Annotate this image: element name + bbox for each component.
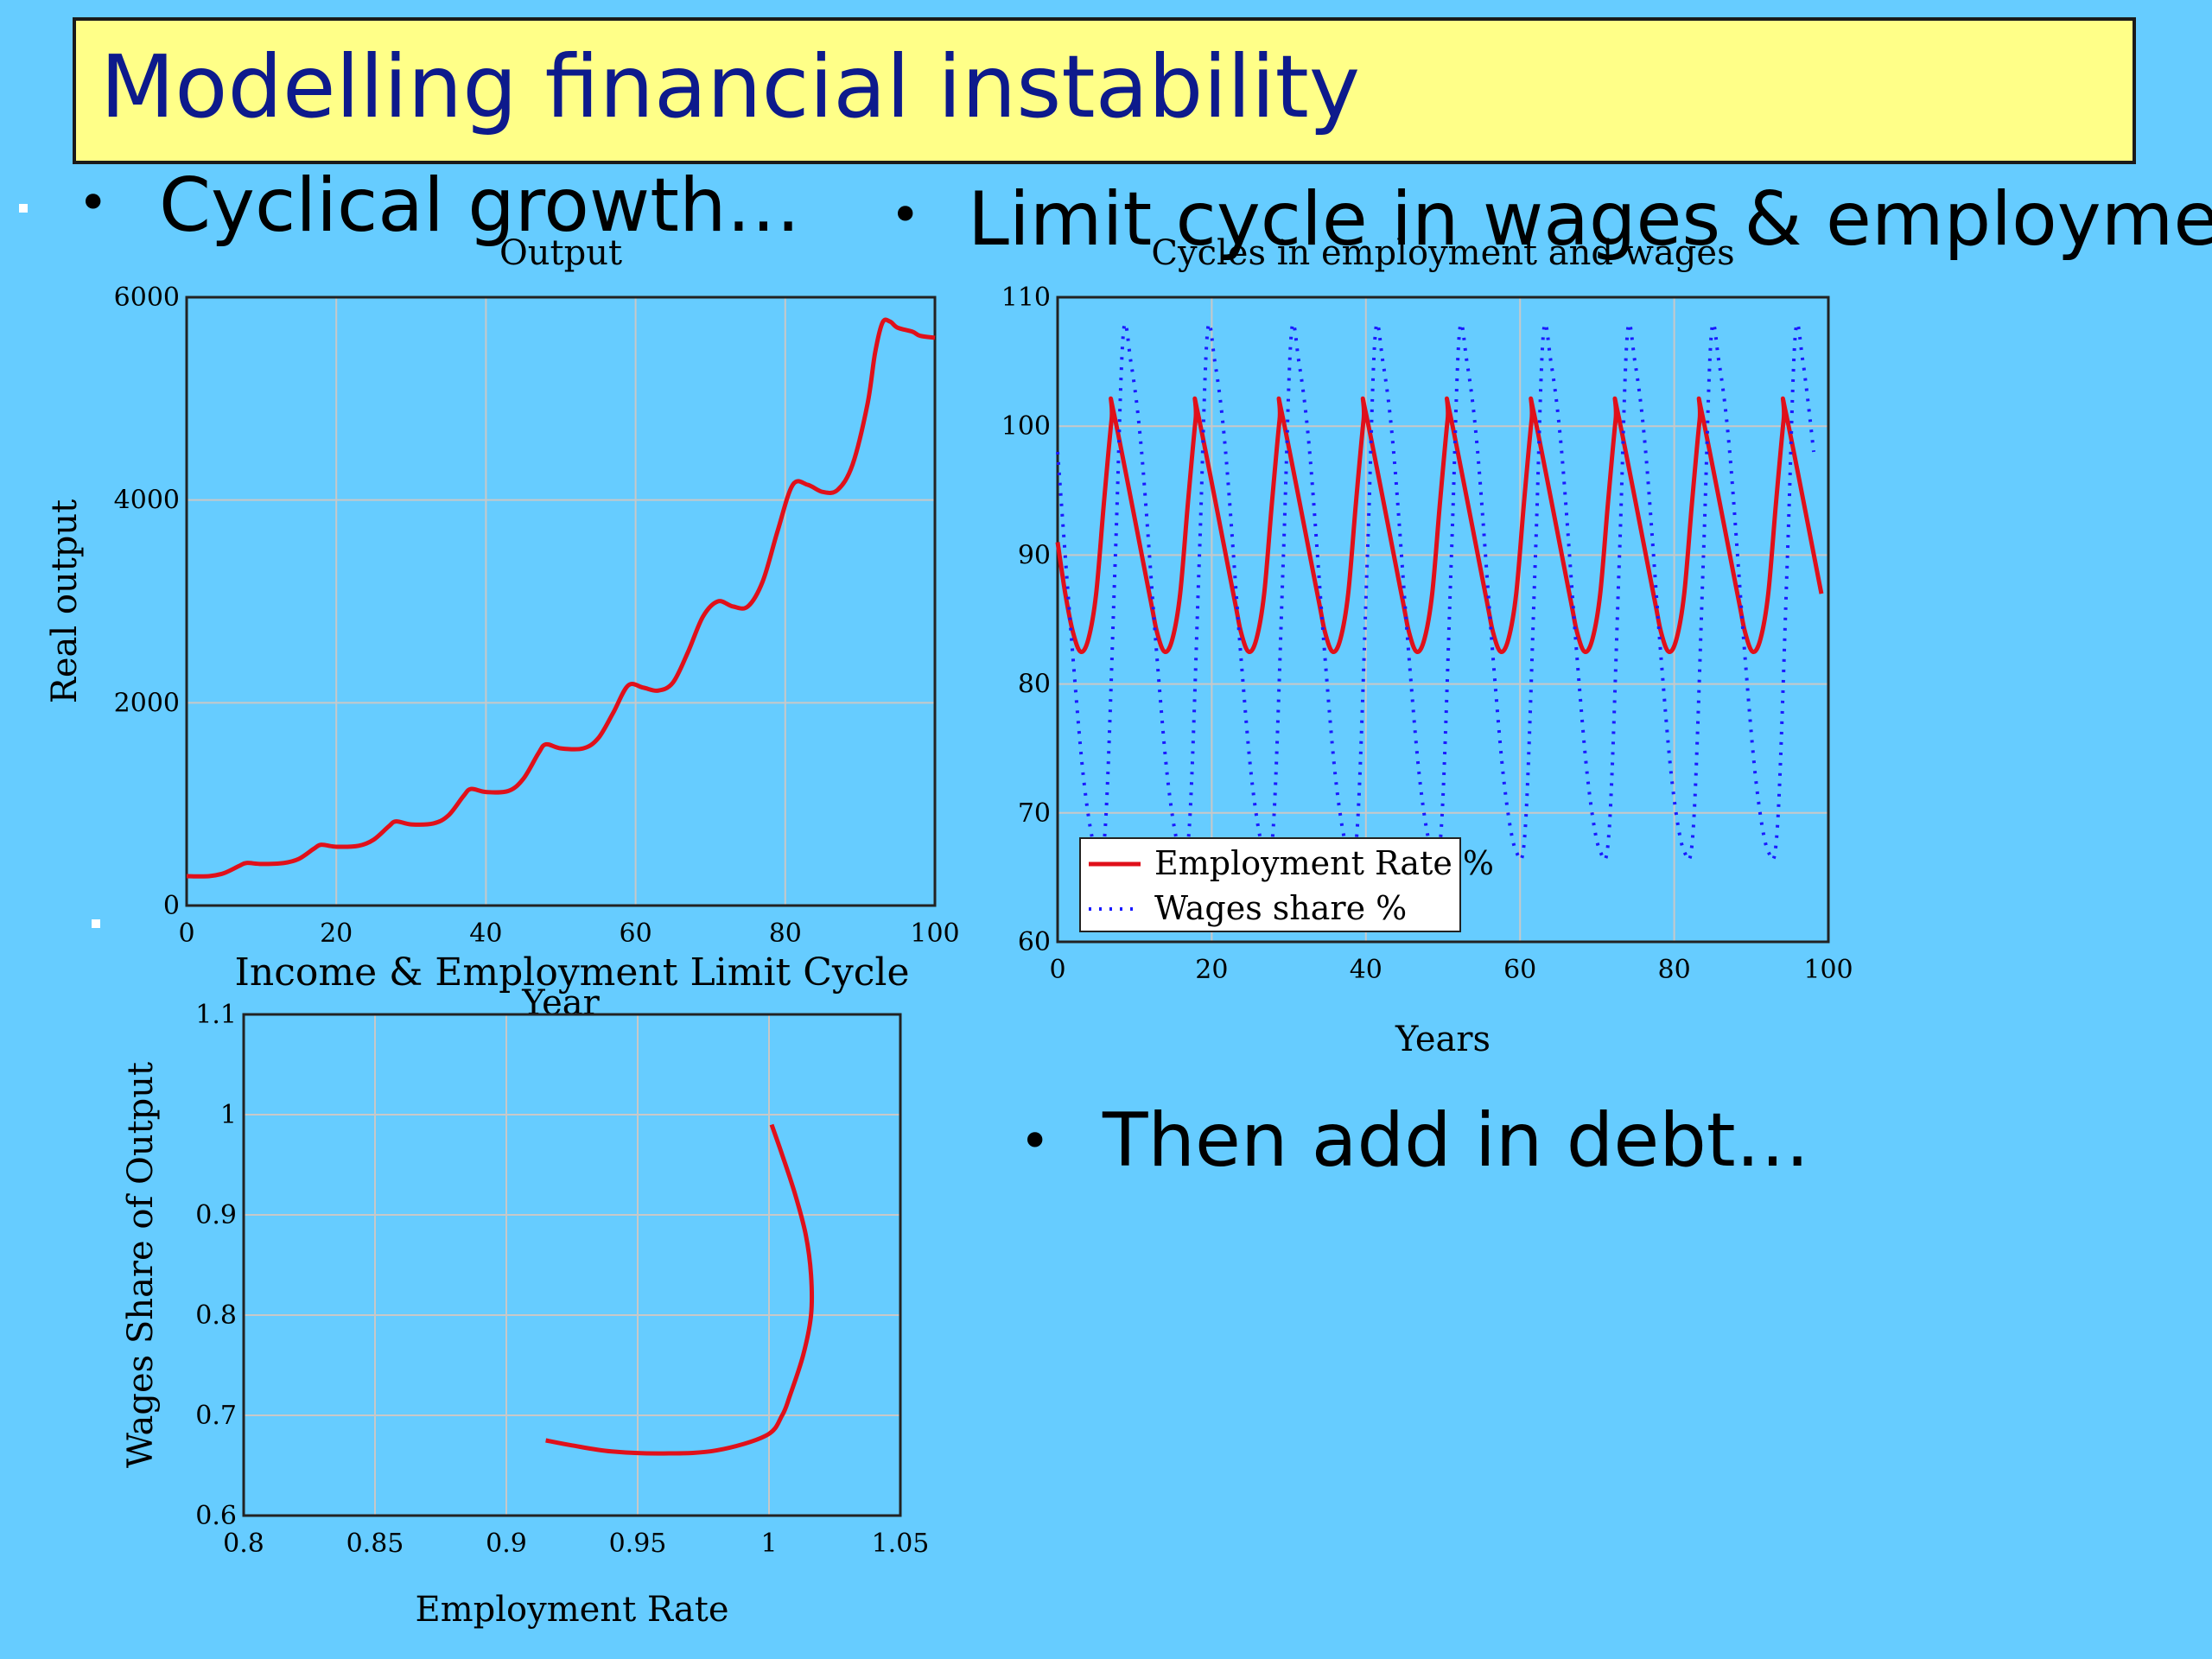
x-tick-label: 0 <box>1049 955 1065 985</box>
plot-frame <box>1056 296 1830 944</box>
y-axis-label: Wages Share of Output <box>121 1062 161 1468</box>
x-tick-label: 80 <box>1658 955 1691 985</box>
y-tick-label: 4000 <box>114 486 180 516</box>
bullet-dot: • <box>78 173 109 233</box>
y-tick-label: 1.1 <box>195 1000 237 1030</box>
series-line <box>545 1123 815 1456</box>
chart-title: Cycles in employment and wages <box>1151 233 1734 273</box>
x-tick-label: 0.8 <box>223 1529 264 1559</box>
bullet-cyclical-growth: Cyclical growth… <box>159 162 801 249</box>
y-tick-label: 70 <box>1018 798 1051 829</box>
x-tick-label: 1.05 <box>872 1529 930 1559</box>
legend-box <box>1079 837 1461 932</box>
x-axis-label: Years <box>1395 1020 1491 1059</box>
y-tick-label: 6000 <box>114 283 180 313</box>
x-tick-label: 60 <box>1503 955 1536 985</box>
series-line-employment-rate- <box>1055 396 1824 654</box>
x-tick-label: 40 <box>469 918 502 949</box>
chart-title: Output <box>499 233 622 273</box>
x-tick-label: 0.85 <box>346 1529 404 1559</box>
x-tick-label: 0 <box>178 918 194 949</box>
plot-area <box>187 297 935 906</box>
x-tick-label: 60 <box>620 918 652 949</box>
legend-label: Employment Rate % <box>1154 844 1494 882</box>
x-tick-label: 40 <box>1350 955 1382 985</box>
x-tick-label: 20 <box>1195 955 1228 985</box>
x-tick-label: 0.9 <box>486 1529 527 1559</box>
plot-frame <box>242 1013 902 1517</box>
x-tick-label: 100 <box>1803 955 1853 985</box>
bullet-add-debt: Then add in debt… <box>1103 1097 1810 1184</box>
x-tick-label: 20 <box>320 918 353 949</box>
x-axis-label: Employment Rate <box>416 1590 729 1630</box>
y-tick-label: 2000 <box>114 688 180 718</box>
plot-frame <box>185 296 937 907</box>
slide-title: Modelling financial instability <box>100 36 1361 137</box>
y-tick-label: 0.6 <box>195 1501 237 1531</box>
title-box: Modelling financial instability <box>73 17 2136 164</box>
x-tick-label: 0.95 <box>609 1529 667 1559</box>
x-tick-label: 1 <box>760 1529 777 1559</box>
legend-label: Wages share % <box>1154 889 1407 927</box>
y-tick-label: 0.9 <box>195 1200 237 1230</box>
x-tick-label: 100 <box>910 918 959 949</box>
y-axis-label: Real output <box>45 499 85 704</box>
y-tick-label: 60 <box>1018 927 1051 957</box>
slide-mark <box>19 204 28 213</box>
y-tick-label: 0 <box>163 891 180 921</box>
bullet-limit-cycle: Limit cycle in wages & employment <box>968 176 2212 263</box>
x-tick-label: 80 <box>769 918 802 949</box>
y-tick-label: 80 <box>1018 670 1051 700</box>
y-tick-label: 1 <box>220 1100 237 1130</box>
chart-title: Income & Employment Limit Cycle <box>235 950 910 995</box>
series-line-wages-share- <box>1056 321 1816 861</box>
y-tick-label: 0.7 <box>195 1401 237 1431</box>
y-tick-label: 100 <box>1001 411 1051 442</box>
plot-area <box>244 1014 900 1516</box>
bullet-dot: • <box>890 185 921 245</box>
series-line <box>186 317 936 879</box>
y-tick-label: 90 <box>1018 540 1051 570</box>
y-tick-label: 0.8 <box>195 1300 237 1331</box>
bullet-dot: • <box>1020 1111 1051 1172</box>
y-tick-label: 110 <box>1001 283 1051 313</box>
slide-mark <box>92 919 100 928</box>
